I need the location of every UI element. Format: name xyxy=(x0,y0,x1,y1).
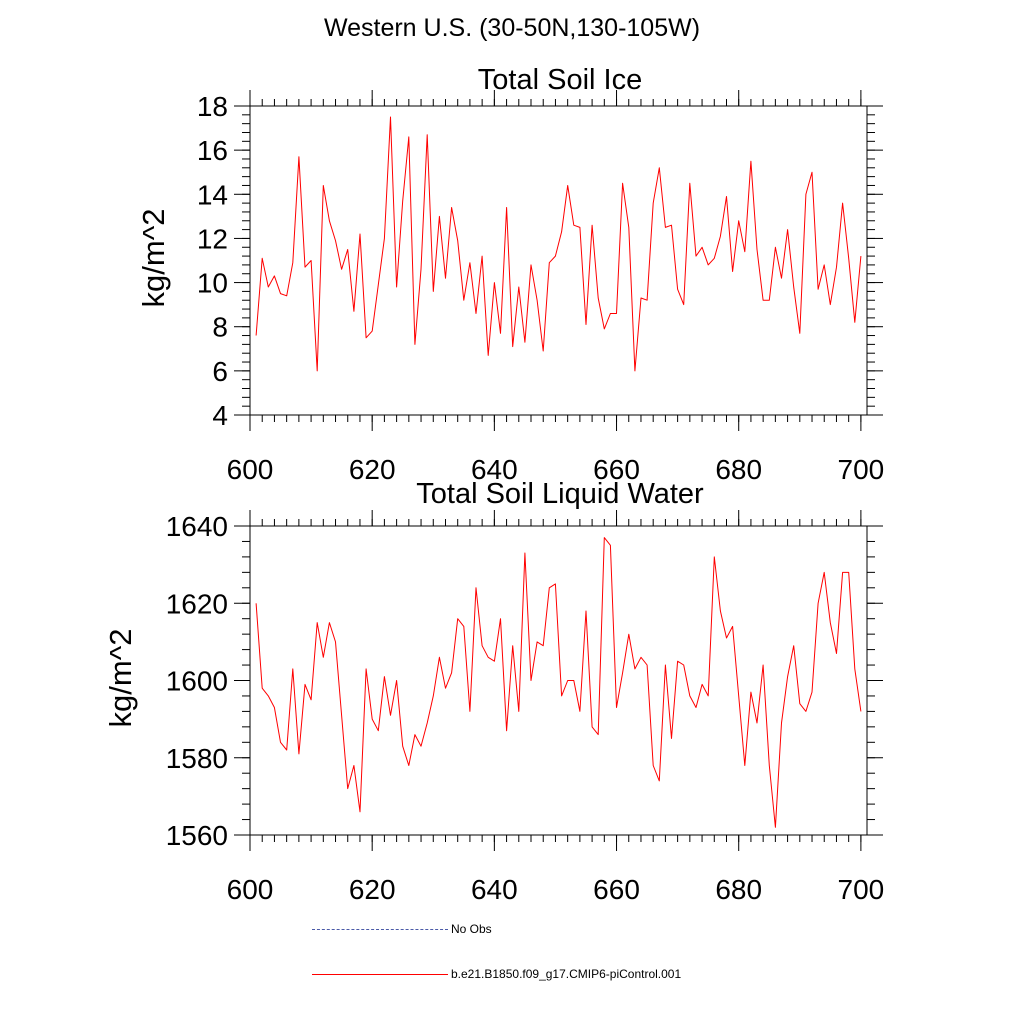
x-tick-label: 640 xyxy=(471,874,518,905)
chart-panel-soil-liquid-water: Total Soil Liquid Water kg/m^2 1560 1580 1… xyxy=(0,478,1024,905)
y-tick-label: 1600 xyxy=(166,666,228,697)
x-tick-label: 680 xyxy=(715,874,762,905)
legend-label: b.e21.B1850.f09_g17.CMIP6-piControl.001 xyxy=(451,967,682,981)
x-tick-label: 700 xyxy=(838,874,885,905)
legend-entry: No Obs xyxy=(0,920,1024,940)
chart-title: Total Soil Ice xyxy=(477,64,643,96)
x-tick-label: 700 xyxy=(838,454,885,485)
y-tick-label: 1560 xyxy=(166,820,228,851)
y-tick-label: 4 xyxy=(212,400,228,431)
y-tick-label: 14 xyxy=(197,179,228,210)
chart-panel-soil-ice: Total Soil Ice kg/m^2 4 6 8 10 12 14 16 18 600 62… xyxy=(0,60,1024,485)
x-tick-label: 620 xyxy=(349,454,396,485)
series-line xyxy=(255,537,862,828)
plot-frame xyxy=(249,525,868,836)
y-tick-label: 6 xyxy=(212,356,228,387)
legend-label: No Obs xyxy=(451,922,492,936)
y-tick-label: 1620 xyxy=(166,588,228,619)
y-tick-label: 8 xyxy=(212,312,228,343)
y-tick-label: 1640 xyxy=(166,511,228,542)
y-tick-label: 16 xyxy=(197,135,228,166)
x-tick-label: 660 xyxy=(593,874,640,905)
y-tick-label: 18 xyxy=(197,91,228,122)
x-tick-label: 600 xyxy=(227,874,274,905)
legend-swatch-dashed xyxy=(312,929,448,930)
legend-entry: b.e21.B1850.f09_g17.CMIP6-piControl.001 xyxy=(0,965,1024,985)
y-tick-label: 1580 xyxy=(166,743,228,774)
x-tick-label: 660 xyxy=(593,454,640,485)
plot-frame xyxy=(249,105,868,416)
y-tick-label: 12 xyxy=(197,223,228,254)
plot-area: 1560 1580 1600 1620 1640 600 620 640 660 680 700 xyxy=(166,510,884,905)
x-tick-label: 620 xyxy=(349,874,396,905)
x-tick-label: 640 xyxy=(471,454,518,485)
x-tick-label: 600 xyxy=(227,454,274,485)
legend-swatch-solid xyxy=(312,974,448,975)
page-title: Western U.S. (30-50N,130-105W) xyxy=(323,14,701,42)
chart-title: Total Soil Liquid Water xyxy=(416,478,704,510)
plot-area: 4 6 8 10 12 14 16 18 600 620 640 660 680 700 xyxy=(197,90,884,485)
y-tick-label: 10 xyxy=(197,268,228,299)
series-line xyxy=(255,116,862,372)
x-tick-label: 680 xyxy=(715,454,762,485)
